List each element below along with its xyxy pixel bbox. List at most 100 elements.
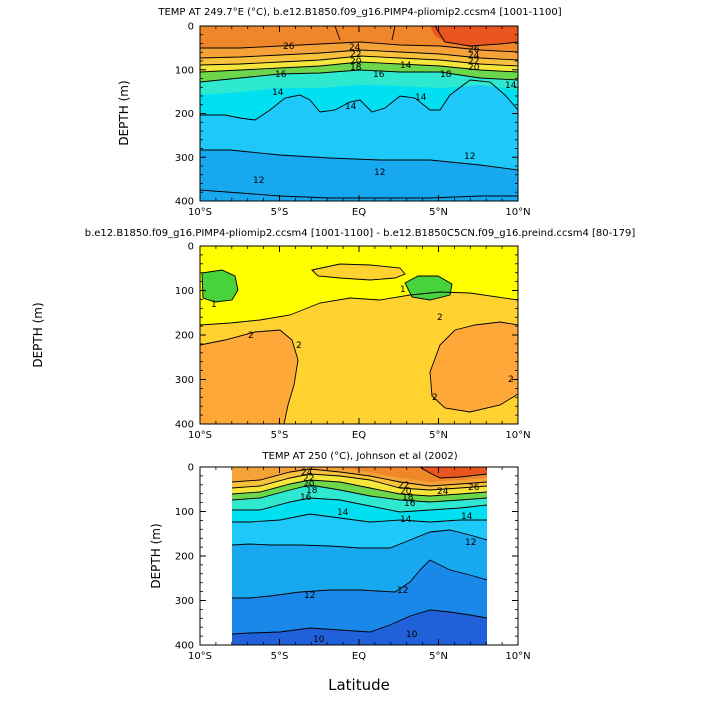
contour-label: 12 bbox=[397, 586, 408, 596]
contour-label: 20 bbox=[350, 57, 362, 67]
y-tick-label: 400 bbox=[175, 197, 194, 208]
y-tick-label: 300 bbox=[175, 596, 194, 607]
contour-label: 22 bbox=[350, 50, 361, 60]
fill-level-0 bbox=[202, 270, 238, 302]
contour-line bbox=[232, 609, 487, 635]
fill-level-26 bbox=[430, 26, 518, 46]
panel-1: TEMP AT 249.7°E (°C), b.e12.B1850.f09_g1… bbox=[117, 7, 562, 218]
x-tick-label: 10°N bbox=[505, 207, 530, 218]
panel-3-axes: 10°S 5°S EQ 5°N 10°N 0 100 200 300 400 bbox=[175, 463, 531, 663]
x-tick-label: EQ bbox=[352, 430, 366, 441]
y-tick-label: 200 bbox=[175, 331, 194, 342]
contour-line bbox=[429, 321, 518, 413]
contour-label: 18 bbox=[350, 63, 362, 73]
contour-line bbox=[200, 149, 518, 171]
contour-label: 14 bbox=[272, 88, 284, 98]
contour-label: 18 bbox=[402, 493, 414, 503]
contour-line bbox=[232, 529, 487, 549]
contour-label: 14 bbox=[415, 93, 427, 103]
x-tick-label: 5°N bbox=[429, 651, 448, 662]
contour-label: 26 bbox=[468, 483, 480, 493]
y-tick-label: 400 bbox=[175, 420, 194, 431]
contour-label: 14 bbox=[345, 102, 357, 112]
contour-line bbox=[200, 61, 518, 73]
x-tick-label: 5°N bbox=[429, 207, 448, 218]
contour-label: 2 bbox=[432, 393, 438, 403]
x-tick-label: 10°S bbox=[188, 651, 212, 662]
contour-label: 12 bbox=[304, 591, 315, 601]
contour-label: 12 bbox=[464, 152, 475, 162]
y-tick-label: 0 bbox=[188, 22, 194, 33]
contour-line bbox=[200, 189, 518, 199]
contour-label: 24 bbox=[468, 51, 480, 61]
contour-label: 18 bbox=[306, 486, 318, 496]
x-tick-label: 10°N bbox=[505, 430, 530, 441]
contour-label: 14 bbox=[400, 61, 412, 71]
contour-line bbox=[200, 329, 299, 424]
contour-label: 1 bbox=[400, 285, 406, 295]
contour-label: 16 bbox=[404, 499, 416, 509]
contour-label: 20 bbox=[400, 487, 412, 497]
y-tick-label: 0 bbox=[188, 242, 194, 253]
panel-3-contour-labels: 24 22 20 18 16 14 14 14 12 12 12 10 10 2… bbox=[300, 468, 480, 645]
contour-line bbox=[232, 497, 487, 513]
y-tick-label: 100 bbox=[175, 286, 194, 297]
y-tick-label: 400 bbox=[175, 641, 194, 652]
contour-line bbox=[200, 291, 518, 326]
panel-1-axes: 10°S 5°S EQ 5°N 10°N 0 100 200 300 400 bbox=[175, 22, 531, 219]
panel-2-axes: 10°S 5°S EQ 5°N 10°N 0 100 200 300 400 bbox=[175, 242, 531, 442]
x-tick-label: 5°S bbox=[271, 430, 289, 441]
contour-label: 18 bbox=[440, 70, 452, 80]
x-tick-label: 10°S bbox=[188, 207, 212, 218]
contour-line bbox=[232, 479, 487, 497]
x-tick-label: 5°S bbox=[271, 207, 289, 218]
panel-1-plot bbox=[200, 26, 518, 201]
x-tick-label: 5°S bbox=[271, 651, 289, 662]
fill-level-3 bbox=[200, 330, 298, 424]
contour-line bbox=[232, 473, 487, 491]
panel-2-ylabel: DEPTH (m) bbox=[31, 302, 45, 367]
panel-3-title: TEMP AT 250 (°C), Johnson et al (2002) bbox=[261, 451, 457, 462]
panel-3: TEMP AT 250 (°C), Johnson et al (2002) bbox=[149, 451, 531, 694]
contour-line bbox=[232, 468, 487, 487]
contour-label: 14 bbox=[337, 508, 349, 518]
contour-line bbox=[200, 49, 518, 61]
contour-label: 14 bbox=[505, 81, 517, 91]
contour-line bbox=[201, 269, 239, 303]
contour-label: 2 bbox=[296, 341, 302, 351]
contour-line bbox=[434, 26, 518, 47]
x-tick-label: 5°N bbox=[429, 430, 448, 441]
panel-1-title: TEMP AT 249.7°E (°C), b.e12.B1850.f09_g1… bbox=[157, 7, 561, 18]
panel-1-ylabel: DEPTH (m) bbox=[117, 80, 131, 145]
x-axis-label: Latitude bbox=[328, 676, 390, 694]
x-tick-label: EQ bbox=[352, 207, 366, 218]
contour-label: 20 bbox=[303, 480, 315, 490]
contour-line bbox=[311, 263, 406, 281]
contour-label: 2 bbox=[248, 331, 254, 341]
contour-label: 16 bbox=[300, 493, 312, 503]
y-tick-label: 100 bbox=[175, 507, 194, 518]
contour-label: 1 bbox=[211, 300, 217, 310]
panel-2-contour-labels: 1 1 2 2 2 2 2 bbox=[211, 285, 514, 403]
contour-line bbox=[232, 484, 487, 503]
panel-2: b.e12.B1850.f09_g16.PIMP4-pliomip2.ccsm4… bbox=[31, 228, 635, 441]
contour-line bbox=[200, 69, 518, 83]
fill-level-3 bbox=[430, 322, 518, 412]
contour-label: 12 bbox=[374, 168, 385, 178]
x-tick-label: 10°N bbox=[505, 651, 530, 662]
panel-3-ylabel: DEPTH (m) bbox=[149, 523, 163, 588]
contour-label: 12 bbox=[253, 176, 264, 186]
contour-label: 24 bbox=[301, 468, 313, 478]
contour-label: 12 bbox=[465, 538, 476, 548]
contour-label: 14 bbox=[400, 515, 412, 525]
contour-label: 24 bbox=[437, 487, 449, 497]
contour-label: 20 bbox=[468, 63, 480, 73]
contour-line bbox=[232, 559, 487, 599]
y-tick-label: 0 bbox=[188, 463, 194, 474]
contour-line bbox=[200, 79, 518, 121]
y-tick-label: 300 bbox=[175, 375, 194, 386]
contour-label: 10 bbox=[313, 635, 325, 645]
contour-label: 26 bbox=[283, 42, 295, 52]
contour-label: 26 bbox=[468, 45, 480, 55]
